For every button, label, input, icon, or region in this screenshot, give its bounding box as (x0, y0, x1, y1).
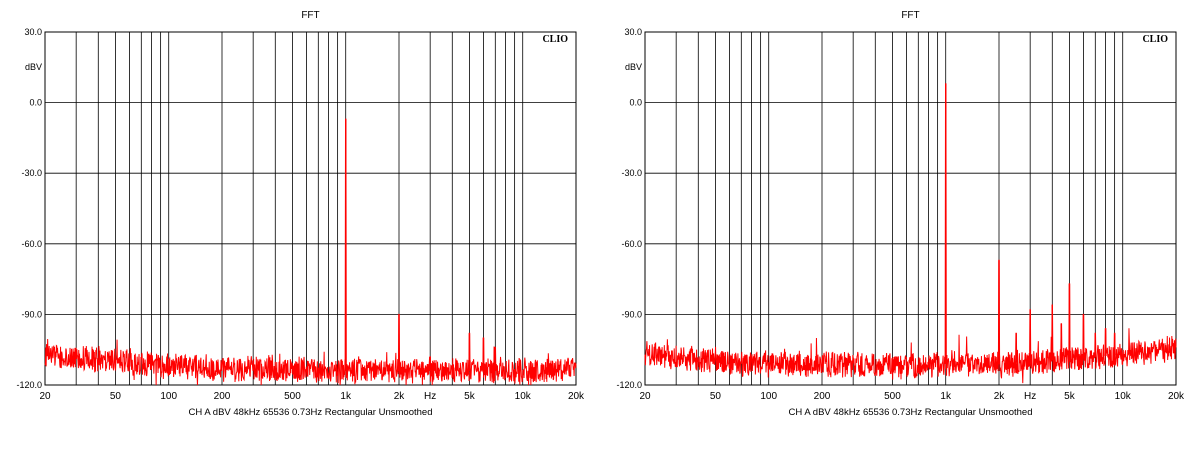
x-tick-label: 10k (1115, 391, 1132, 402)
fft-chart-left: FFT 30.0 0.0 -30.0 -60.0 -90.0 -120.0 dBV 20 50 10… (16, 10, 585, 418)
x-tick-label: 50 (110, 391, 122, 402)
y-axis-label: dBV (25, 62, 42, 72)
x-tick-label: 100 (160, 391, 177, 402)
horizontal-gridlines (645, 102, 1176, 315)
clio-logo-text: CLIO (1142, 34, 1168, 45)
chart-title: FFT (901, 10, 919, 21)
chart-title: FFT (301, 10, 319, 21)
y-tick-label: -30.0 (621, 168, 642, 178)
y-tick-label: 0.0 (629, 98, 642, 108)
fft-chart-right-svg: FFT 30.0 0.0 -30.0 -60.0 -90.0 -120.0 dBV 20 50 10… (616, 10, 1185, 418)
clio-logo-text: CLIO (542, 34, 568, 45)
fft-chart-right: FFT 30.0 0.0 -30.0 -60.0 -90.0 -120.0 dBV 20 50 10… (600, 0, 1200, 450)
x-tick-label: 5k (464, 391, 476, 402)
plot-frame (44, 31, 577, 386)
horizontal-gridlines (45, 102, 576, 315)
y-tick-label: 30.0 (624, 27, 642, 37)
x-tick-label: 200 (214, 391, 231, 402)
y-tick-label: 0.0 (29, 98, 42, 108)
x-tick-label: 1k (340, 391, 352, 402)
x-tick-label: 100 (760, 391, 777, 402)
harmonic-peaks (345, 119, 497, 371)
fft-series-line (44, 118, 577, 386)
x-tick-label: 20 (39, 391, 51, 402)
x-axis-label: Hz (424, 391, 436, 402)
x-tick-label: 1k (940, 391, 952, 402)
chart-footer: CH A dBV 48kHz 65536 0.73Hz Rectangular … (189, 407, 433, 418)
x-tick-label: 10k (515, 391, 532, 402)
y-tick-label: -120.0 (616, 380, 642, 390)
y-tick-label: -90.0 (621, 309, 642, 319)
x-tick-label: 2k (994, 391, 1006, 402)
x-tick-label: 2k (394, 391, 406, 402)
y-tick-label: -90.0 (21, 309, 42, 319)
y-tick-label: 30.0 (24, 27, 42, 37)
x-tick-label: 50 (710, 391, 722, 402)
y-tick-label: -60.0 (621, 239, 642, 249)
x-tick-label: 500 (284, 391, 301, 402)
vertical-gridlines (75, 32, 524, 385)
y-tick-label: -60.0 (21, 239, 42, 249)
x-tick-label: 20 (639, 391, 651, 402)
y-axis-label: dBV (625, 62, 642, 72)
y-tick-label: -30.0 (21, 168, 42, 178)
x-tick-label: 20k (1168, 391, 1185, 402)
x-tick-label: 200 (814, 391, 831, 402)
plot-frame (644, 31, 1177, 386)
x-tick-label: 500 (884, 391, 901, 402)
x-tick-label: 20k (568, 391, 585, 402)
y-tick-label: -120.0 (16, 380, 42, 390)
harmonic-peaks (945, 83, 1116, 364)
x-tick-label: 5k (1064, 391, 1076, 402)
chart-footer: CH A dBV 48kHz 65536 0.73Hz Rectangular … (789, 407, 1033, 418)
x-axis-label: Hz (1024, 391, 1036, 402)
vertical-gridlines (675, 32, 1124, 385)
fft-chart-left-svg: FFT 30.0 0.0 -30.0 -60.0 -90.0 -120.0 dBV 20 50 10… (16, 10, 585, 418)
fft-series-line (644, 83, 1177, 384)
